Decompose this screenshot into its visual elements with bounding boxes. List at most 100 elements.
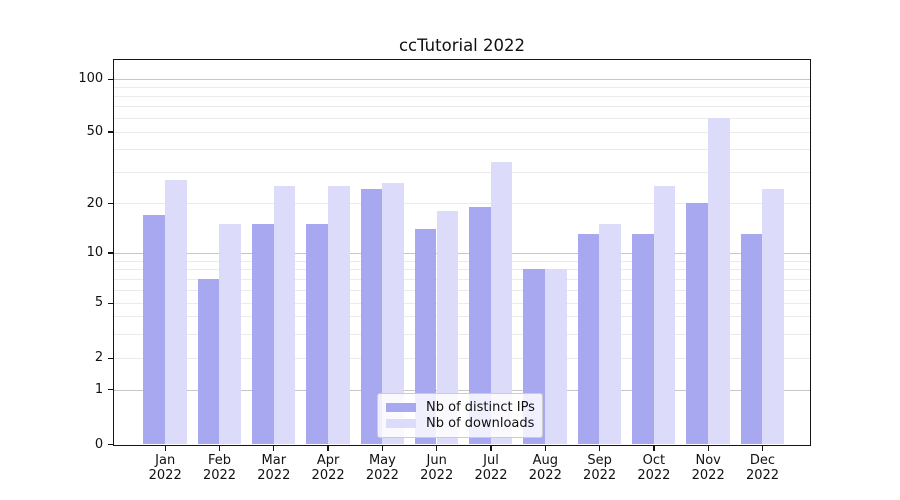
x-tick-label: Apr 2022 xyxy=(296,453,360,483)
bar-distinct-ips xyxy=(143,214,165,445)
year-label: 2022 xyxy=(691,468,725,483)
y-tick-label: 1 xyxy=(94,381,104,397)
month-label: Apr xyxy=(316,453,340,468)
year-label: 2022 xyxy=(528,468,562,483)
x-tick-label: Mar 2022 xyxy=(242,453,306,483)
y-tick-mark xyxy=(107,357,113,359)
y-tick-label: 2 xyxy=(94,350,104,366)
legend-swatch-distinct-ips-icon xyxy=(386,402,416,412)
bar-downloads xyxy=(545,269,567,445)
chart-title: ccTutorial 2022 xyxy=(398,36,526,55)
y-tick-label: 50 xyxy=(86,123,104,139)
year-label: 2022 xyxy=(365,468,399,483)
x-tick-label: Sep 2022 xyxy=(568,453,632,483)
minor-gridline xyxy=(114,106,810,108)
x-tick-mark xyxy=(490,445,492,451)
legend-label: Nb of distinct IPs xyxy=(426,399,535,415)
y-tick-mark xyxy=(107,202,113,205)
bar-distinct-ips xyxy=(197,278,220,445)
year-label: 2022 xyxy=(583,468,617,483)
legend-swatch-downloads-icon xyxy=(386,419,416,429)
minor-gridline xyxy=(114,117,810,119)
month-label: Dec xyxy=(749,453,776,468)
legend: Nb of distinct IPs Nb of downloads xyxy=(377,393,543,438)
month-label: Jan xyxy=(155,453,176,468)
x-tick-mark xyxy=(761,445,764,451)
legend-item-distinct-ips: Nb of distinct IPs xyxy=(386,399,535,415)
minor-gridline xyxy=(114,269,810,271)
x-tick-mark xyxy=(544,445,546,451)
major-gridline xyxy=(114,79,810,80)
year-label: 2022 xyxy=(637,468,671,483)
minor-gridline xyxy=(114,171,810,173)
y-tick-mark xyxy=(107,78,113,80)
year-label: 2022 xyxy=(474,468,508,483)
bar-downloads xyxy=(273,185,296,445)
minor-gridline xyxy=(114,358,810,359)
year-label: 2022 xyxy=(148,468,182,483)
bar-downloads xyxy=(708,117,730,445)
minor-gridline xyxy=(114,87,810,88)
bar-distinct-ips xyxy=(686,203,708,445)
minor-gridline xyxy=(114,303,810,304)
bar-downloads xyxy=(762,189,784,445)
bar-downloads xyxy=(165,179,187,445)
y-tick-label: 5 xyxy=(94,295,104,311)
month-label: Sep xyxy=(587,453,612,468)
month-label: Jul xyxy=(483,453,499,468)
y-tick-mark xyxy=(107,389,113,391)
major-gridline xyxy=(114,252,810,254)
minor-gridline xyxy=(114,149,810,151)
minor-gridline xyxy=(114,333,810,335)
month-label: May xyxy=(368,453,396,468)
minor-gridline xyxy=(114,131,810,133)
plot-area: Nb of distinct IPs Nb of downloads xyxy=(113,59,811,446)
y-tick-mark xyxy=(107,444,113,446)
x-tick-mark xyxy=(218,445,221,451)
bar-distinct-ips xyxy=(251,223,274,445)
major-gridline xyxy=(114,389,810,391)
year-label: 2022 xyxy=(420,468,454,483)
y-tick-label: 10 xyxy=(86,245,104,261)
minor-gridline xyxy=(114,260,810,262)
x-tick-label: Nov 2022 xyxy=(676,453,740,483)
x-tick-mark xyxy=(164,445,166,451)
x-tick-mark xyxy=(707,445,709,451)
x-tick-label: Oct 2022 xyxy=(622,453,686,483)
year-label: 2022 xyxy=(311,468,345,483)
minor-gridline xyxy=(114,95,810,97)
month-label: Aug xyxy=(532,453,558,468)
bar-downloads xyxy=(327,185,350,445)
month-label: Jun xyxy=(426,453,447,468)
x-tick-mark xyxy=(653,445,655,451)
year-label: 2022 xyxy=(745,468,780,483)
bar-distinct-ips xyxy=(306,223,328,445)
y-tick-mark xyxy=(107,252,113,254)
x-tick-label: Aug 2022 xyxy=(513,453,577,483)
x-tick-label: Dec 2022 xyxy=(731,453,795,483)
bar-distinct-ips xyxy=(632,234,654,445)
month-label: Feb xyxy=(207,453,232,468)
x-tick-label: Jun 2022 xyxy=(405,453,469,483)
x-tick-label: Jan 2022 xyxy=(133,453,197,483)
y-tick-mark xyxy=(107,302,113,304)
y-tick-label: 0 xyxy=(94,436,104,452)
x-tick-mark xyxy=(273,445,275,451)
month-label: Mar xyxy=(261,453,287,468)
minor-gridline xyxy=(114,203,810,205)
legend-label: Nb of downloads xyxy=(426,416,535,432)
x-tick-mark xyxy=(436,445,438,451)
y-tick-mark xyxy=(107,131,113,133)
bar-downloads xyxy=(599,223,622,445)
month-label: Nov xyxy=(695,453,721,468)
year-label: 2022 xyxy=(257,468,291,483)
minor-gridline xyxy=(114,316,810,318)
x-tick-label: Feb 2022 xyxy=(188,453,252,483)
x-tick-mark xyxy=(598,445,601,451)
y-tick-label: 20 xyxy=(86,195,104,211)
minor-gridline xyxy=(114,278,810,280)
bar-distinct-ips xyxy=(740,234,763,445)
bar-downloads xyxy=(490,161,513,445)
x-tick-mark xyxy=(381,445,384,451)
